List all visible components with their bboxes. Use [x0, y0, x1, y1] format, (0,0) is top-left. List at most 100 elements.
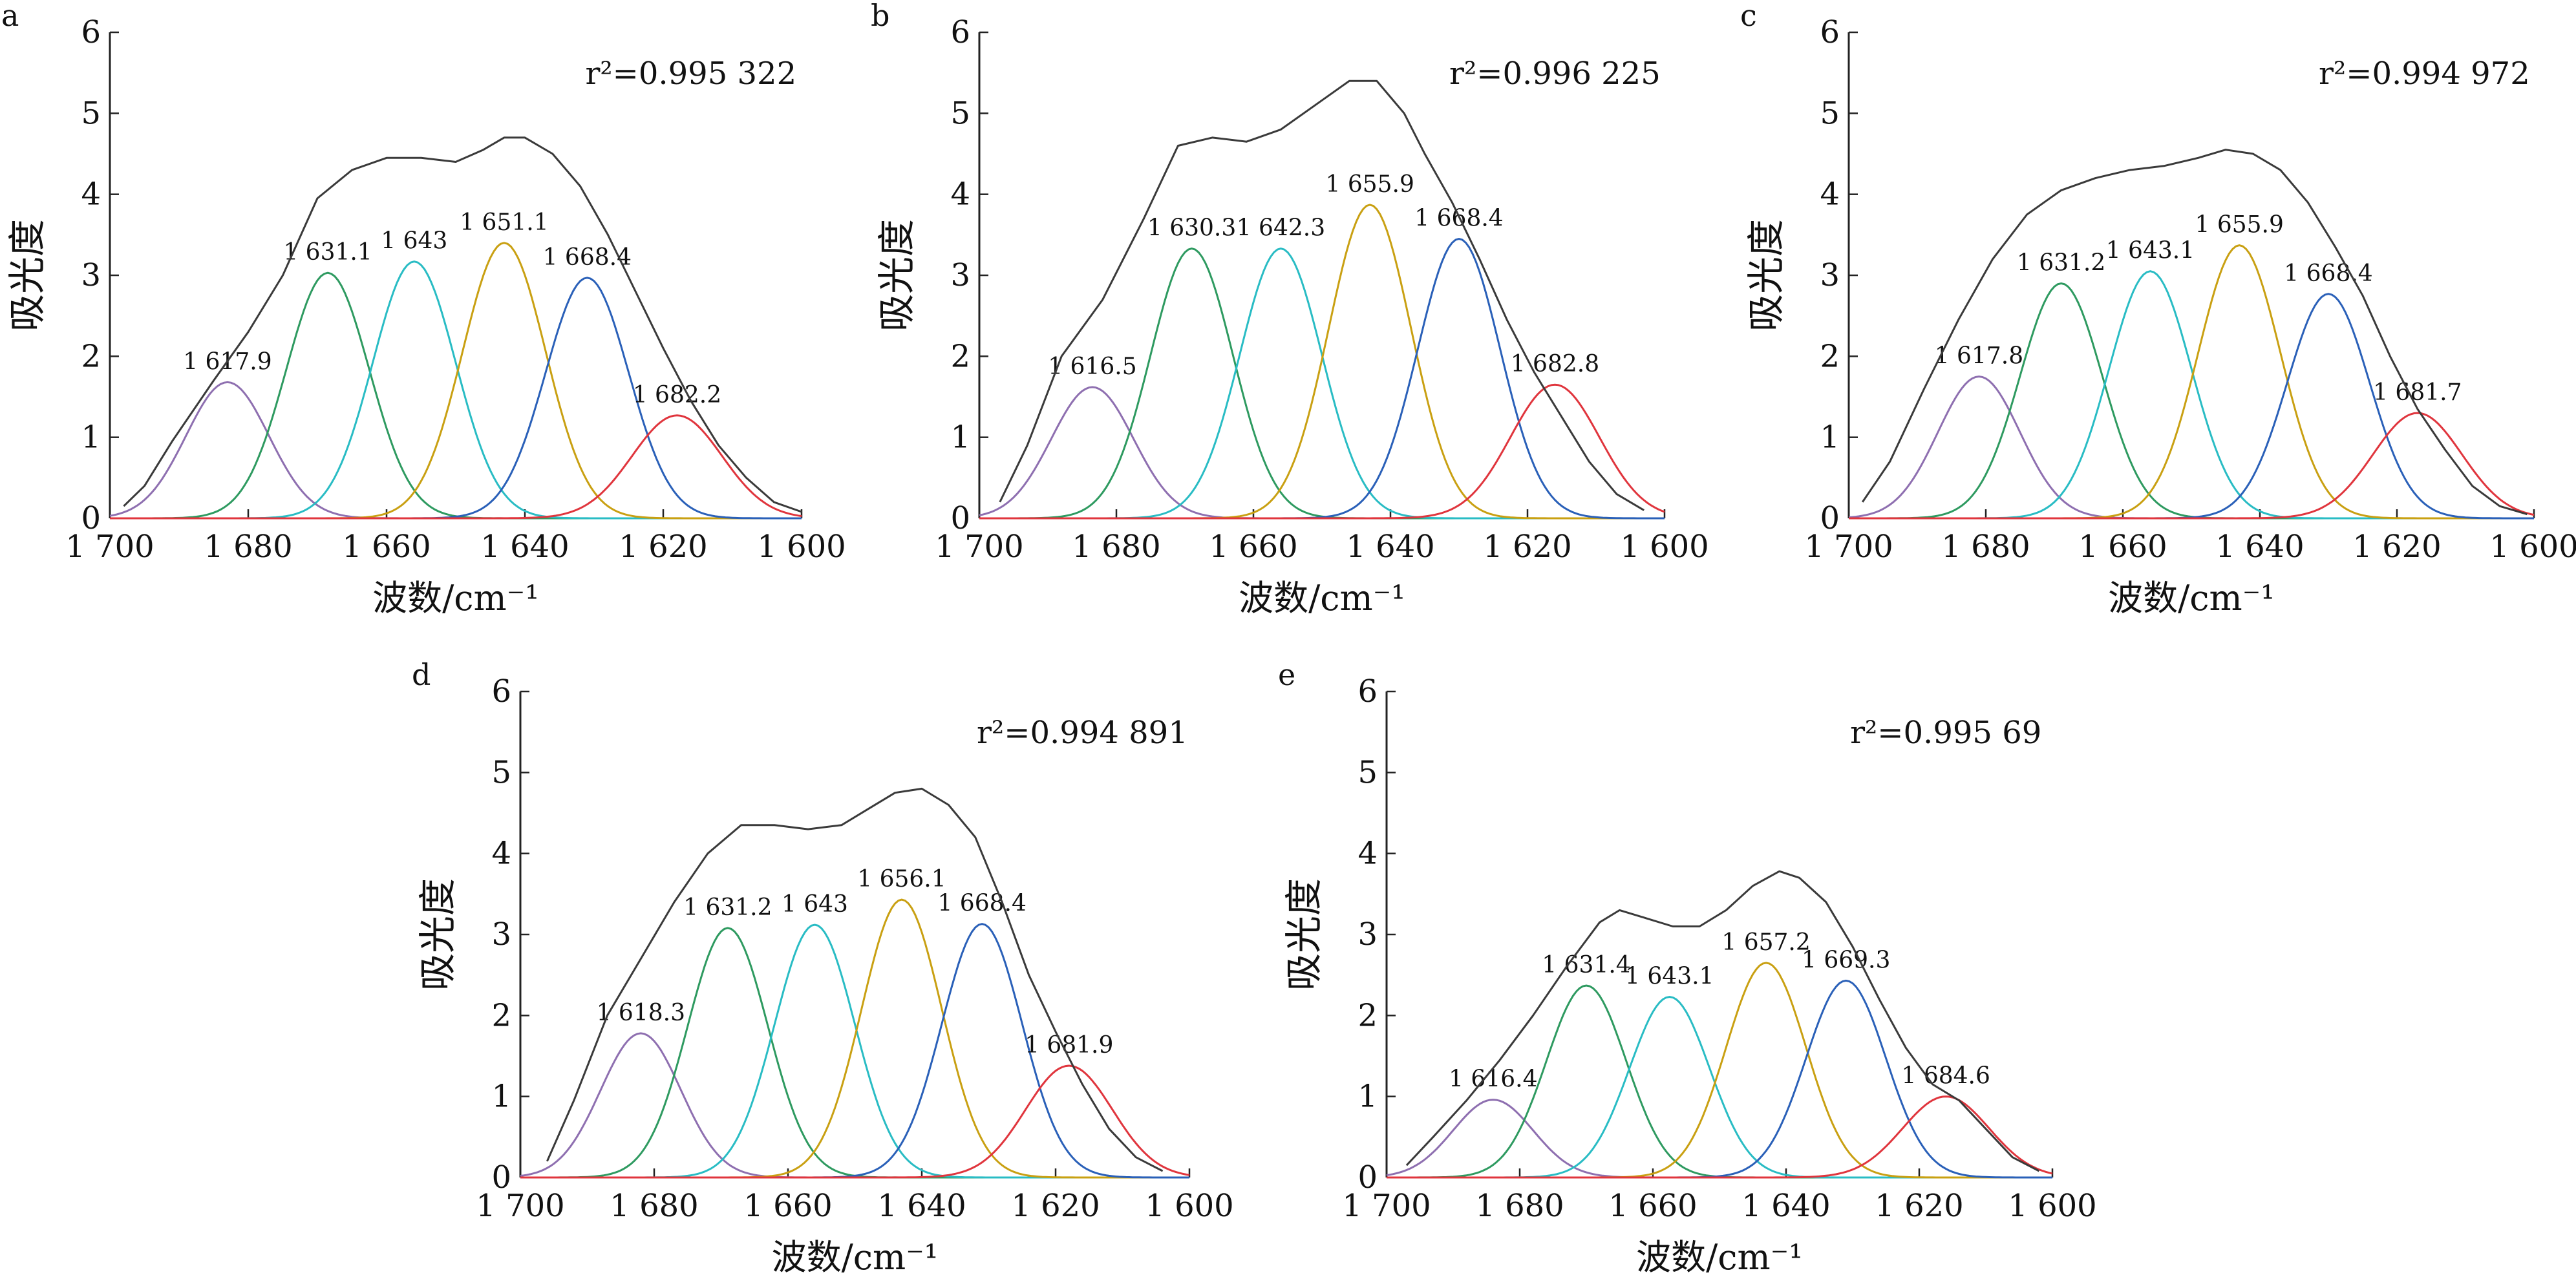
x-tick-label: 1 680	[610, 1188, 698, 1224]
r-squared-label: r²=0.995 69	[1850, 715, 2041, 751]
y-tick-label: 4	[81, 176, 101, 213]
x-tick-label: 1 660	[342, 529, 431, 565]
chart-panel-a: a 0 1 2 3 4 5 6 1 700 1 680 1 660 1 640 1 620 1 600 波数…	[1, 0, 846, 618]
y-tick-label: 5	[81, 95, 101, 131]
y-tick-label: 5	[1357, 754, 1378, 790]
y-tick-label: 5	[1820, 95, 1840, 131]
peak-label: 1 655.9	[1325, 171, 1414, 198]
r-squared-label: r²=0.994 891	[977, 715, 1188, 751]
peak-label: 1 643.1	[1625, 964, 1714, 990]
x-tick-label: 1 700	[476, 1188, 564, 1224]
y-axis-label: 吸光度	[875, 219, 919, 332]
y-tick-label: 4	[1820, 176, 1840, 213]
x-tick-label: 1 660	[743, 1188, 832, 1224]
peak-label: 1 668.4	[2284, 260, 2372, 287]
x-tick-label: 1 640	[480, 529, 569, 565]
peak-curve-6	[1387, 1095, 2053, 1179]
x-tick-label: 1 700	[65, 529, 154, 565]
x-tick-label: 1 620	[1875, 1188, 1963, 1224]
chart-panel-b: b 0 1 2 3 4 5 6 1 700 1 680 1 660 1 640 1 620 1 600 波数…	[871, 0, 1709, 618]
panel-letter: b	[871, 0, 889, 33]
y-tick-label: 2	[81, 338, 101, 374]
x-tick-label: 1 640	[1346, 529, 1434, 565]
x-tick-label: 1 640	[1741, 1188, 1830, 1224]
x-tick-label: 1 700	[1804, 529, 1893, 565]
panel-letter: c	[1740, 0, 1757, 33]
x-tick-label: 1 680	[1072, 529, 1160, 565]
y-tick-label: 4	[950, 176, 970, 213]
peak-label: 1 656.1	[857, 866, 946, 892]
envelope-curve	[123, 136, 802, 513]
peak-label: 1 616.4	[1449, 1066, 1537, 1093]
x-tick-label: 1 700	[1342, 1188, 1431, 1224]
y-axis-label: 吸光度	[416, 878, 460, 991]
x-tick-label: 1 700	[935, 529, 1023, 565]
peak-label: 1 630.3	[1147, 215, 1236, 242]
peak-curve-3	[979, 248, 1665, 520]
peak-label: 1 631.2	[683, 894, 772, 921]
x-axis-label: 波数/cm⁻¹	[1239, 578, 1405, 618]
peak-label: 1 682.2	[633, 382, 721, 408]
r-squared-label: r²=0.996 225	[1449, 56, 1661, 92]
peak-curve-6	[520, 1064, 1190, 1179]
peak-label: 1 643	[782, 891, 848, 918]
chart-panel-d: d 0 1 2 3 4 5 6 1 700 1 680 1 660 1 640 1 620 1 600 波数…	[412, 657, 1234, 1277]
y-tick-label: 2	[950, 338, 970, 374]
y-tick-label: 5	[491, 754, 511, 790]
chart-panel-c: c 0 1 2 3 4 5 6 1 700 1 680 1 660 1 640 1 620 1 600 波数…	[1740, 0, 2576, 618]
y-tick-label: 6	[1357, 673, 1378, 710]
peak-label: 1 682.8	[1511, 351, 1599, 377]
x-tick-label: 1 680	[204, 529, 292, 565]
peak-label: 1 643	[381, 228, 447, 255]
peak-label: 1 642.3	[1237, 215, 1325, 242]
y-tick-label: 1	[950, 419, 970, 456]
peak-curve-1	[1386, 1099, 2052, 1179]
peak-label: 1 669.3	[1802, 947, 1890, 973]
x-tick-label: 1 660	[1608, 1188, 1697, 1224]
x-tick-label: 1 640	[877, 1188, 966, 1224]
x-tick-label: 1 680	[1475, 1188, 1564, 1224]
peak-curve-6	[110, 414, 802, 520]
peak-label: 1 668.4	[543, 244, 632, 271]
y-tick-label: 6	[491, 673, 511, 710]
y-tick-label: 6	[950, 14, 970, 50]
x-tick-label: 1 600	[2008, 1188, 2096, 1224]
peak-label: 1 681.7	[2373, 379, 2462, 406]
y-tick-label: 3	[81, 257, 101, 293]
x-tick-label: 1 620	[1483, 529, 1571, 565]
panel-letter: e	[1278, 657, 1295, 692]
peak-curve-6	[979, 383, 1665, 520]
peak-label: 1 616.5	[1048, 354, 1136, 380]
y-tick-label: 1	[1357, 1079, 1378, 1115]
x-tick-label: 1 660	[2078, 529, 2167, 565]
x-axis-label: 波数/cm⁻¹	[372, 578, 539, 618]
envelope-curve	[1405, 870, 2040, 1172]
y-tick-label: 3	[1820, 257, 1840, 293]
y-tick-label: 3	[491, 916, 511, 953]
panel-letter: a	[1, 0, 19, 33]
y-tick-label: 4	[491, 836, 511, 872]
envelope-curve	[999, 79, 1645, 511]
peak-curve-2	[979, 248, 1665, 520]
y-axis-label: 吸光度	[5, 219, 49, 332]
x-axis-label: 波数/cm⁻¹	[1636, 1237, 1803, 1277]
peak-curve-1	[979, 386, 1665, 520]
y-axis-label: 吸光度	[1744, 219, 1788, 332]
panel-letter: d	[412, 657, 431, 692]
y-tick-label: 2	[491, 997, 511, 1033]
x-tick-label: 1 640	[2215, 529, 2304, 565]
y-tick-label: 1	[1820, 419, 1840, 456]
y-tick-label: 0	[1357, 1159, 1378, 1196]
y-tick-label: 2	[1820, 338, 1840, 374]
peak-label: 1 681.9	[1025, 1032, 1113, 1059]
x-tick-label: 1 620	[1011, 1188, 1100, 1224]
y-tick-label: 6	[81, 14, 101, 50]
peak-label: 1 618.3	[597, 1000, 685, 1026]
y-tick-label: 0	[950, 500, 970, 536]
peak-label: 1 655.9	[2195, 212, 2283, 238]
y-tick-label: 5	[950, 95, 970, 131]
y-axis-label: 吸光度	[1282, 878, 1326, 991]
y-tick-label: 2	[1357, 997, 1378, 1033]
envelope-curve	[546, 787, 1164, 1172]
